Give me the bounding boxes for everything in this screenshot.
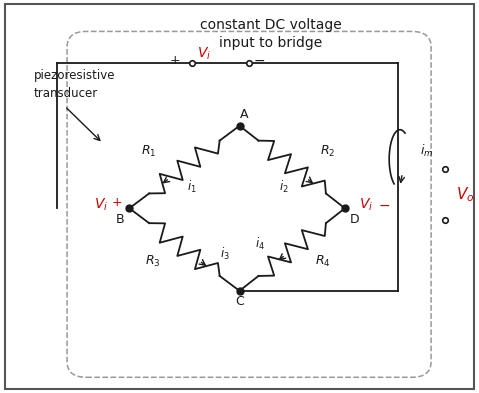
Text: $i_3$: $i_3$ <box>220 246 230 262</box>
Text: −: − <box>378 199 390 213</box>
Text: $i_2$: $i_2$ <box>279 179 289 195</box>
Text: $R_4$: $R_4$ <box>316 254 331 269</box>
Text: $V_i$: $V_i$ <box>93 196 108 213</box>
Text: piezoresistive
transducer: piezoresistive transducer <box>34 69 115 100</box>
Text: A: A <box>240 108 249 121</box>
Text: B: B <box>115 213 124 226</box>
Text: $R_3$: $R_3$ <box>146 254 161 269</box>
Text: −: − <box>254 54 265 68</box>
Text: C: C <box>235 295 244 309</box>
Text: $i_4$: $i_4$ <box>255 236 265 252</box>
Text: +: + <box>112 196 123 209</box>
Text: $R_2$: $R_2$ <box>320 144 336 159</box>
Text: $i_1$: $i_1$ <box>187 179 197 195</box>
Text: constant DC voltage
input to bridge: constant DC voltage input to bridge <box>200 18 342 50</box>
Text: $V_i$: $V_i$ <box>359 196 374 213</box>
Text: +: + <box>170 54 180 68</box>
Text: D: D <box>350 213 359 226</box>
Text: $i_m$: $i_m$ <box>420 143 433 159</box>
Text: $V_i$: $V_i$ <box>196 46 211 62</box>
Text: $R_1$: $R_1$ <box>141 144 156 159</box>
Text: $V_o$: $V_o$ <box>456 185 475 204</box>
